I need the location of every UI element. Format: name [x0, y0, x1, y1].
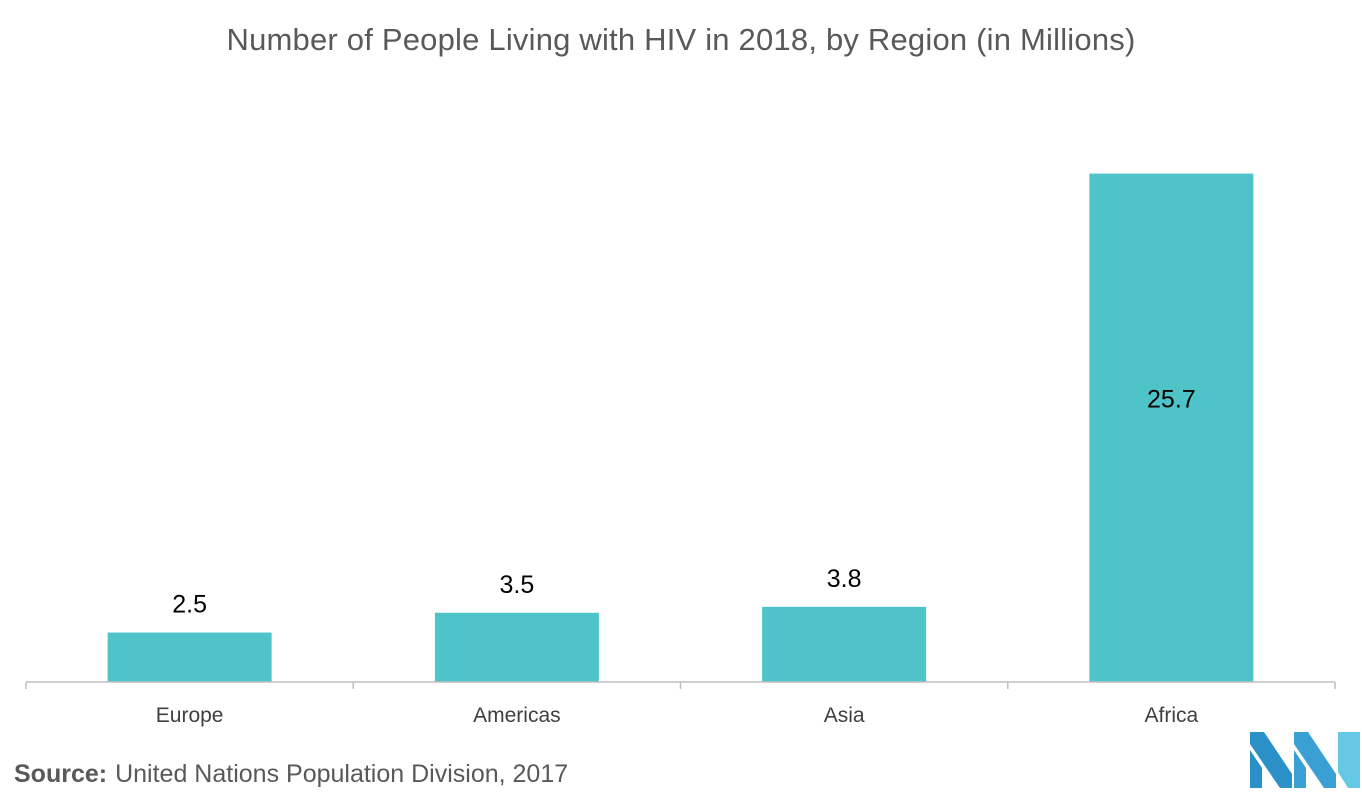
- source-note: Source: United Nations Population Divisio…: [14, 760, 568, 789]
- x-tick-label-americas: Americas: [473, 704, 561, 727]
- value-labels-group: 2.5 3.5 3.8 25.7: [172, 385, 1195, 618]
- x-tick-label-africa: Africa: [1145, 704, 1199, 727]
- x-tick-label-europe: Europe: [156, 704, 224, 727]
- bars-group: [107, 173, 1254, 682]
- value-label-europe: 2.5: [172, 591, 207, 619]
- value-label-americas: 3.5: [499, 571, 534, 599]
- bar-americas: [434, 612, 599, 682]
- x-tick-label-asia: Asia: [824, 704, 865, 727]
- value-label-asia: 3.8: [827, 565, 862, 593]
- bar-asia: [762, 606, 927, 682]
- x-axis: [25, 681, 1336, 689]
- value-label-africa: 25.7: [1147, 385, 1196, 413]
- source-text: United Nations Population Division, 2017: [115, 760, 569, 788]
- chart-title: Number of People Living with HIV in 2018…: [226, 22, 1136, 57]
- bar-europe: [107, 632, 272, 682]
- source-label: Source:: [14, 760, 108, 788]
- bar-africa: [1089, 173, 1254, 682]
- brand-logo-icon: [1250, 732, 1360, 788]
- x-tick-labels-group: Europe Americas Asia Africa: [156, 704, 1199, 727]
